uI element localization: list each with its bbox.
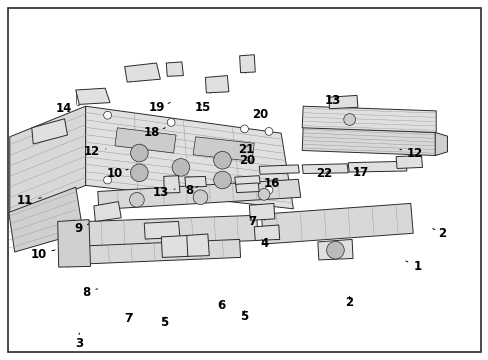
Polygon shape: [163, 176, 180, 193]
Polygon shape: [58, 220, 90, 267]
Polygon shape: [254, 225, 279, 240]
Text: 17: 17: [352, 166, 368, 179]
Text: 20: 20: [239, 154, 255, 167]
Text: 10: 10: [30, 248, 55, 261]
Circle shape: [258, 189, 269, 200]
Text: 5: 5: [240, 310, 248, 323]
Polygon shape: [261, 203, 412, 244]
Polygon shape: [347, 161, 406, 172]
Polygon shape: [59, 215, 258, 248]
Polygon shape: [10, 106, 85, 216]
Text: 6: 6: [217, 299, 225, 312]
Circle shape: [326, 242, 344, 259]
Circle shape: [240, 183, 248, 191]
Polygon shape: [166, 62, 183, 76]
Polygon shape: [161, 235, 189, 257]
Circle shape: [129, 193, 144, 207]
Circle shape: [193, 190, 207, 204]
Polygon shape: [434, 132, 447, 156]
Polygon shape: [317, 239, 352, 260]
Text: 14: 14: [56, 102, 79, 115]
Polygon shape: [302, 106, 435, 132]
Polygon shape: [302, 164, 347, 174]
Polygon shape: [76, 88, 110, 104]
Polygon shape: [395, 156, 422, 168]
Polygon shape: [193, 137, 254, 161]
Circle shape: [130, 144, 148, 162]
Text: 1: 1: [405, 260, 421, 273]
Text: 5: 5: [160, 316, 167, 329]
Circle shape: [103, 111, 111, 119]
Text: 8: 8: [82, 286, 98, 299]
Text: 11: 11: [17, 194, 41, 207]
Text: 19: 19: [149, 101, 170, 114]
Polygon shape: [68, 239, 240, 265]
Text: 12: 12: [84, 145, 105, 158]
Polygon shape: [85, 106, 293, 209]
Circle shape: [264, 127, 272, 135]
Polygon shape: [249, 203, 274, 220]
Polygon shape: [9, 187, 83, 252]
Text: 2: 2: [432, 227, 445, 240]
Text: 7: 7: [124, 312, 133, 325]
Text: 8: 8: [184, 184, 198, 197]
Polygon shape: [259, 165, 299, 174]
Text: 18: 18: [144, 126, 165, 139]
Text: 9: 9: [74, 222, 89, 235]
Circle shape: [213, 152, 231, 169]
Text: 3: 3: [75, 333, 83, 350]
Text: 15: 15: [194, 101, 210, 114]
Text: 4: 4: [260, 237, 268, 249]
Circle shape: [130, 164, 148, 181]
Polygon shape: [302, 127, 435, 156]
Text: 16: 16: [263, 177, 279, 190]
Text: 2: 2: [345, 296, 353, 309]
Text: 13: 13: [152, 186, 175, 199]
Circle shape: [103, 176, 111, 184]
Circle shape: [240, 125, 248, 133]
Text: 22: 22: [316, 167, 332, 180]
Text: 7: 7: [248, 215, 256, 228]
Polygon shape: [115, 128, 176, 153]
Text: 21: 21: [238, 143, 254, 156]
Polygon shape: [124, 63, 160, 82]
Polygon shape: [98, 179, 300, 210]
Circle shape: [264, 186, 272, 194]
Circle shape: [343, 114, 355, 125]
Polygon shape: [235, 183, 259, 193]
Polygon shape: [144, 221, 180, 239]
Text: 12: 12: [399, 147, 422, 159]
Polygon shape: [239, 55, 255, 73]
Polygon shape: [94, 202, 121, 221]
Circle shape: [213, 171, 231, 189]
Polygon shape: [184, 176, 206, 187]
Text: 20: 20: [251, 108, 267, 121]
Polygon shape: [234, 176, 260, 185]
Circle shape: [167, 178, 175, 186]
Circle shape: [167, 118, 175, 126]
Polygon shape: [186, 234, 209, 256]
Polygon shape: [32, 119, 67, 144]
Text: 10: 10: [107, 167, 128, 180]
Polygon shape: [328, 95, 357, 109]
Circle shape: [172, 159, 189, 176]
Polygon shape: [205, 76, 228, 93]
Text: 13: 13: [325, 94, 341, 107]
